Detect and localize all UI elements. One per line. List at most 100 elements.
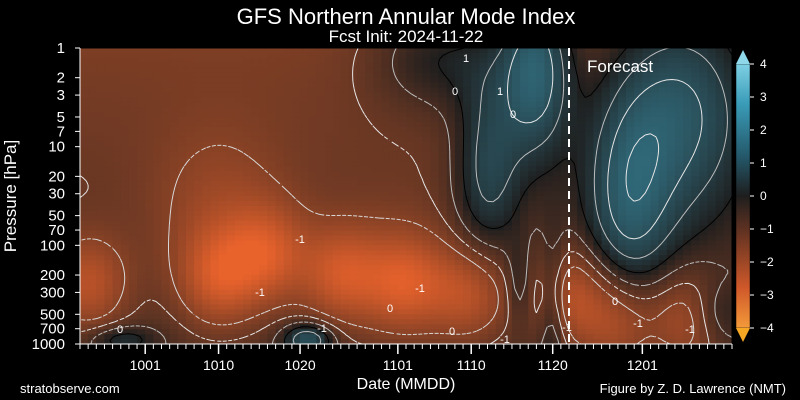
heatmap-cell [340, 284, 350, 291]
heatmap-cell [185, 67, 195, 74]
heatmap-cell [569, 92, 578, 98]
heatmap-cell [593, 176, 603, 182]
heatmap-cell [137, 299, 146, 306]
x-tick-label: 1201 [627, 357, 658, 373]
heatmap-cell [210, 176, 220, 182]
heatmap-cell [177, 260, 187, 266]
heatmap-cell [234, 255, 244, 261]
heatmap-cell [365, 196, 374, 202]
heatmap-cell [511, 324, 521, 330]
heatmap-cell [471, 319, 480, 325]
contour-lines [80, 48, 732, 344]
heatmap-cell [617, 176, 627, 182]
heatmap-cell [454, 339, 464, 344]
heatmap-cell [283, 87, 293, 93]
heatmap-cell [414, 146, 423, 153]
heatmap-cell [479, 136, 489, 143]
heatmap-cell [243, 309, 252, 315]
heatmap-cell [275, 245, 285, 251]
heatmap-cell [251, 136, 260, 143]
heatmap-cell [650, 112, 660, 118]
heatmap-cell [601, 87, 611, 93]
heatmap-cell [389, 304, 399, 311]
heatmap-cell [259, 97, 269, 103]
heatmap-cell [503, 245, 513, 251]
heatmap-cell [340, 72, 350, 79]
heatmap-cell [422, 205, 432, 212]
heatmap-cell [348, 146, 358, 153]
heatmap-cell [161, 309, 171, 315]
heatmap-cell [593, 126, 603, 133]
heatmap-cell [389, 48, 399, 54]
heatmap-cell [471, 274, 480, 281]
heatmap-cell [438, 57, 448, 64]
heatmap-cell [495, 186, 505, 192]
heatmap-cell [348, 255, 358, 261]
heatmap-cell [177, 151, 187, 158]
heatmap-cell [112, 210, 122, 217]
heatmap-cell [251, 220, 260, 227]
heatmap-cell [348, 87, 358, 93]
heatmap-cell [80, 171, 89, 177]
heatmap-cell [210, 235, 220, 241]
heatmap-cell [169, 279, 179, 286]
heatmap-cell [283, 151, 293, 158]
heatmap-cell [283, 48, 293, 54]
heatmap-cell [674, 339, 684, 344]
heatmap-cell [324, 265, 334, 271]
y-tick-label: 500 [40, 306, 65, 323]
heatmap-cell [723, 309, 732, 315]
y-tick-label: 3 [57, 87, 65, 104]
heatmap-cell [104, 151, 114, 158]
heatmap-cell [365, 230, 374, 237]
heatmap-cell [691, 171, 700, 177]
heatmap-cell [80, 92, 89, 98]
heatmap-cell [560, 176, 570, 182]
heatmap-cell [634, 82, 643, 89]
heatmap-cell [389, 72, 399, 79]
heatmap-cell [145, 289, 154, 296]
heatmap-cell [520, 240, 529, 246]
heatmap-cell [324, 274, 334, 281]
heatmap-cell [185, 230, 195, 237]
heatmap-cell [422, 314, 432, 320]
heatmap-cell [414, 250, 423, 256]
heatmap-cell [357, 304, 366, 311]
heatmap-cell [658, 171, 668, 177]
heatmap-cell [536, 220, 546, 227]
heatmap-cell [406, 230, 415, 237]
heatmap-cell [357, 196, 366, 202]
heatmap-cell [617, 151, 627, 158]
heatmap-cell [218, 255, 228, 261]
heatmap-cell [609, 205, 619, 212]
heatmap-cell [666, 265, 676, 271]
heatmap-cell [422, 87, 432, 93]
heatmap-cell [218, 176, 228, 182]
heatmap-cell [202, 102, 211, 108]
heatmap-cell [454, 52, 464, 59]
heatmap-cell [259, 200, 269, 207]
heatmap-cell [153, 205, 163, 212]
heatmap-cell [348, 230, 358, 237]
heatmap-cell [528, 191, 537, 197]
heatmap-cell [324, 255, 334, 261]
heatmap-cell [104, 52, 114, 59]
heatmap-cell [414, 215, 423, 222]
heatmap-cell [511, 77, 521, 84]
heatmap-cell [479, 82, 489, 89]
heatmap-cell [495, 255, 505, 261]
heatmap-cell [137, 260, 146, 266]
heatmap-cell [569, 250, 578, 256]
y-tick-label: 5 [57, 109, 65, 126]
heatmap-cell [414, 255, 423, 261]
heatmap-cell [308, 245, 317, 251]
heatmap-cell [511, 260, 521, 266]
heatmap-cell [153, 329, 163, 335]
heatmap-cell [185, 324, 195, 330]
heatmap-cell [275, 156, 285, 163]
heatmap-cell [234, 250, 244, 256]
heatmap-cell [145, 52, 154, 59]
heatmap-cell [145, 255, 154, 261]
heatmap-cell [511, 294, 521, 301]
heatmap-cell [210, 62, 220, 69]
